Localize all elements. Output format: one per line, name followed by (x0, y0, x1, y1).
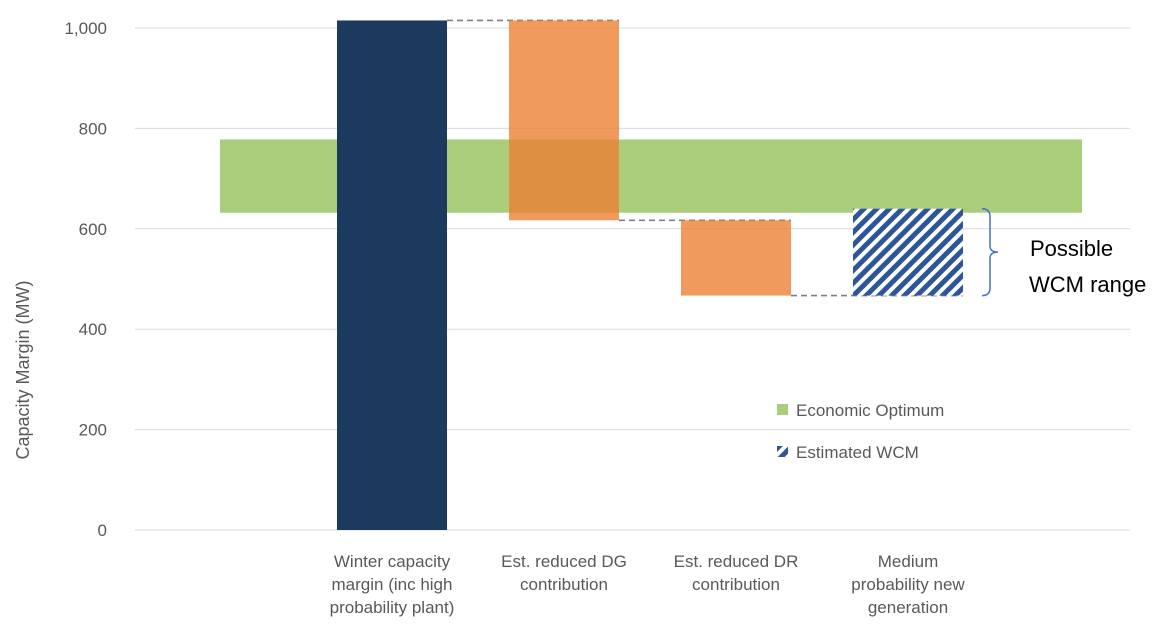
category-label: probability new (851, 575, 965, 594)
legend: Economic Optimum Estimated WCM (777, 401, 944, 462)
wcm-range-annotation: Possible WCM range (981, 207, 1146, 297)
y-tick-label: 200 (79, 421, 107, 440)
category-label: contribution (692, 575, 780, 594)
category-label: Winter capacity (334, 552, 451, 571)
bar (337, 20, 447, 530)
y-tick-label: 1,000 (64, 19, 107, 38)
category-label: Est. reduced DG (501, 552, 627, 571)
legend-swatch (777, 446, 788, 457)
bar (853, 208, 963, 296)
category-labels: Winter capacity margin (inc high probabili… (330, 552, 966, 617)
category-label: margin (inc high (332, 575, 453, 594)
bar (509, 20, 619, 221)
bars (337, 20, 963, 530)
legend-label: Estimated WCM (796, 443, 919, 462)
brace-icon (981, 207, 999, 297)
legend-label: Economic Optimum (796, 401, 944, 420)
gridlines (135, 27, 1130, 531)
y-tick-label: 600 (79, 220, 107, 239)
bar (681, 220, 791, 296)
y-tick-labels: 0 200 400 600 800 1,000 (64, 19, 107, 540)
legend-swatch (777, 404, 788, 415)
annotation-label: Possible (1030, 236, 1113, 261)
category-label: contribution (520, 575, 608, 594)
y-tick-label: 0 (98, 521, 107, 540)
y-tick-label: 400 (79, 320, 107, 339)
y-tick-label: 800 (79, 119, 107, 138)
annotation-label: WCM range (1029, 272, 1146, 297)
category-label: generation (868, 598, 948, 617)
category-label: Medium (878, 552, 938, 571)
category-label: Est. reduced DR (674, 552, 799, 571)
category-label: probability plant) (330, 598, 455, 617)
y-axis-label: Capacity Margin (MW) (13, 280, 33, 459)
